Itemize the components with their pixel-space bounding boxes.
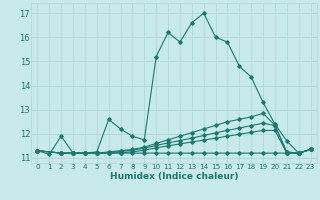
X-axis label: Humidex (Indice chaleur): Humidex (Indice chaleur) xyxy=(110,172,238,181)
